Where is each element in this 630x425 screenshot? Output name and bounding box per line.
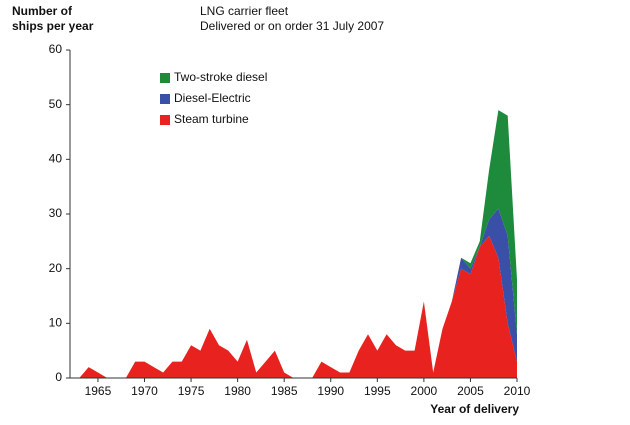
y-tick-label: 10 xyxy=(49,316,63,330)
x-tick-label: 1965 xyxy=(85,384,112,398)
x-tick-label: 1985 xyxy=(271,384,298,398)
x-tick-label: 2000 xyxy=(411,384,438,398)
y-tick-label: 30 xyxy=(49,206,63,220)
legend-swatch xyxy=(160,94,170,104)
x-tick-label: 1990 xyxy=(317,384,344,398)
x-tick-label: 1970 xyxy=(131,384,158,398)
area xyxy=(70,235,517,378)
x-tick-label: 1995 xyxy=(364,384,391,398)
chart-title: LNG carrier fleet xyxy=(200,4,289,18)
x-tick-label: 2005 xyxy=(457,384,484,398)
x-axis-label: Year of delivery xyxy=(430,402,519,416)
y-tick-label: 50 xyxy=(49,97,63,111)
y-tick-label: 0 xyxy=(55,370,62,384)
y-axis-label: Number of ships per year xyxy=(12,4,94,33)
legend-swatch xyxy=(160,73,170,83)
y-tick-label: 40 xyxy=(49,152,63,166)
legend-label: Two-stroke diesel xyxy=(174,70,267,84)
legend-swatch xyxy=(160,115,170,125)
chart-subtitle: Delivered or on order 31 July 2007 xyxy=(200,19,384,33)
x-tick-label: 1980 xyxy=(224,384,251,398)
y-tick-label: 60 xyxy=(49,42,63,56)
x-tick-label: 2010 xyxy=(504,384,531,398)
legend-label: Steam turbine xyxy=(174,112,249,126)
legend-label: Diesel-Electric xyxy=(174,91,251,105)
x-tick-label: 1975 xyxy=(178,384,205,398)
y-tick-label: 20 xyxy=(49,261,63,275)
